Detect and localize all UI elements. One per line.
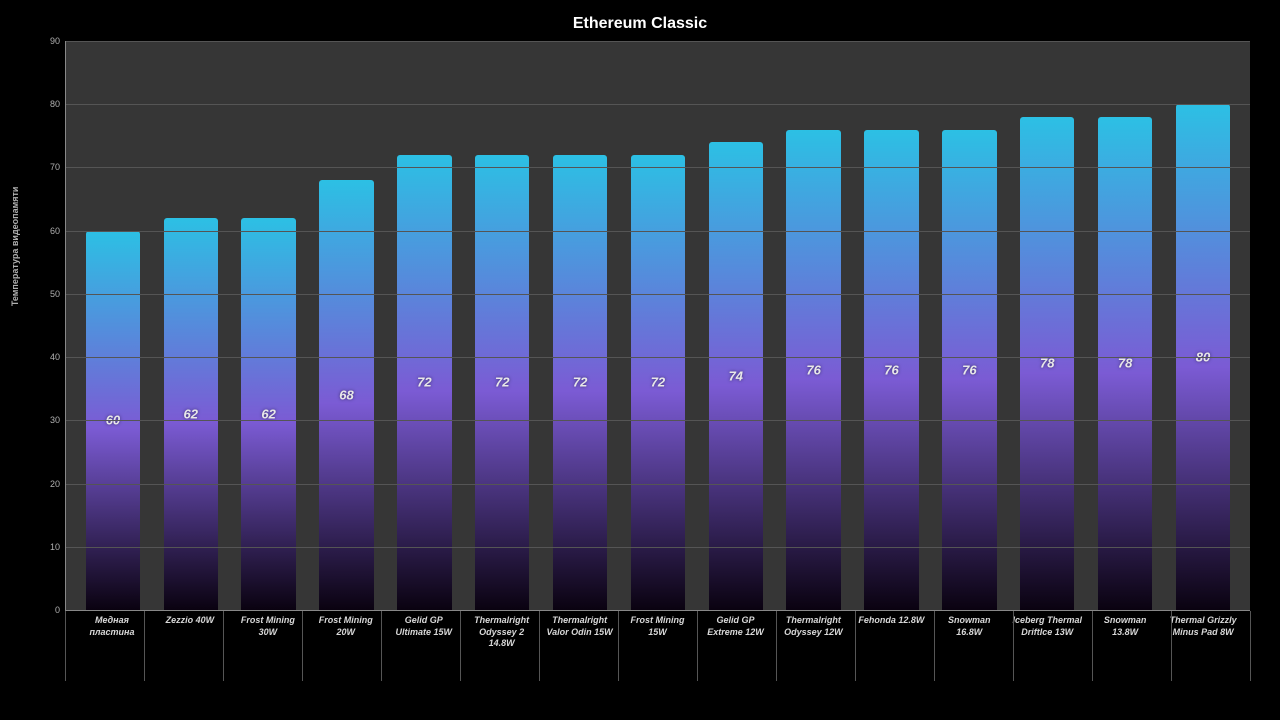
x-tick-line xyxy=(1171,611,1172,681)
bar: 74 xyxy=(709,142,764,610)
x-category-label: Frost Mining 15W xyxy=(619,611,697,681)
x-category-label: Frost Mining 30W xyxy=(229,611,307,681)
bar: 62 xyxy=(241,218,296,610)
bar-slot: 76 xyxy=(930,41,1008,610)
bar: 72 xyxy=(631,155,686,610)
bar-slot: 60 xyxy=(74,41,152,610)
x-tick-line xyxy=(697,611,698,681)
x-category-label: Gelid GP Extreme 12W xyxy=(697,611,775,681)
bar: 78 xyxy=(1020,117,1075,610)
bars-container: 60 62 62 68 72 72 72 72 74 76 76 76 78 78 80 xyxy=(66,41,1250,610)
x-tick-line xyxy=(302,611,303,681)
bar-slot: 62 xyxy=(152,41,230,610)
bar-value-label: 62 xyxy=(261,407,275,422)
bar-value-label: 76 xyxy=(884,362,898,377)
bar: 72 xyxy=(553,155,608,610)
x-category-label: Медная пластина xyxy=(73,611,151,681)
y-tick-label: 90 xyxy=(50,36,66,46)
y-tick-label: 60 xyxy=(50,226,66,236)
chart-container: Ethereum Classic Температура видеопамяти… xyxy=(20,15,1260,705)
grid-line xyxy=(66,104,1250,105)
bar-slot: 78 xyxy=(1008,41,1086,610)
bar-slot: 72 xyxy=(385,41,463,610)
bar-slot: 72 xyxy=(541,41,619,610)
bar-value-label: 76 xyxy=(806,362,820,377)
plot-area: 606262687272727274767676787880 010203040… xyxy=(65,41,1250,611)
x-tick-line xyxy=(460,611,461,681)
bar: 78 xyxy=(1098,117,1153,610)
bar-slot: 72 xyxy=(463,41,541,610)
y-tick-label: 80 xyxy=(50,99,66,109)
y-tick-label: 20 xyxy=(50,479,66,489)
x-tick-line xyxy=(539,611,540,681)
x-category-label: Snowman 13.8W xyxy=(1086,611,1164,681)
grid-line xyxy=(66,484,1250,485)
x-tick-line xyxy=(855,611,856,681)
x-category-label: Thermalright Valor Odin 15W xyxy=(541,611,619,681)
bar-slot: 68 xyxy=(308,41,386,610)
x-tick-line xyxy=(1250,611,1251,681)
x-category-label: Thermalright Odyssey 12W xyxy=(774,611,852,681)
y-tick-label: 30 xyxy=(50,415,66,425)
bar-value-label: 68 xyxy=(339,388,353,403)
x-tick-line xyxy=(618,611,619,681)
grid-line xyxy=(66,547,1250,548)
x-category-label: Gelid GP Ultimate 15W xyxy=(385,611,463,681)
bar-slot: 62 xyxy=(230,41,308,610)
bar-value-label: 72 xyxy=(495,375,509,390)
y-tick-label: 10 xyxy=(50,542,66,552)
x-category-label: Fehonda 12.8W xyxy=(852,611,930,681)
bar-value-label: 72 xyxy=(573,375,587,390)
x-category-label: Iceberg Thermal DriftIce 13W xyxy=(1008,611,1086,681)
x-tick-line xyxy=(934,611,935,681)
plot-wrapper: Температура видеопамяти 6062626872727272… xyxy=(20,41,1260,681)
y-tick-label: 40 xyxy=(50,352,66,362)
bar-slot: 74 xyxy=(697,41,775,610)
bar-value-label: 72 xyxy=(651,375,665,390)
x-category-label: Snowman 16.8W xyxy=(930,611,1008,681)
bar-value-label: 78 xyxy=(1040,356,1054,371)
bar-slot: 76 xyxy=(853,41,931,610)
y-axis-label: Температура видеопамяти xyxy=(10,187,20,307)
bar-slot: 80 xyxy=(1164,41,1242,610)
bar: 76 xyxy=(864,130,919,610)
y-tick-label: 50 xyxy=(50,289,66,299)
bar-slot: 76 xyxy=(775,41,853,610)
grid-line xyxy=(66,167,1250,168)
bar-value-label: 72 xyxy=(417,375,431,390)
chart-title: Ethereum Classic xyxy=(20,15,1260,33)
bar: 62 xyxy=(164,218,219,610)
x-category-label: Zezzio 40W xyxy=(151,611,229,681)
x-tick-line xyxy=(1013,611,1014,681)
bar-value-label: 76 xyxy=(962,362,976,377)
x-tick-line xyxy=(65,611,66,681)
x-labels-container: Медная пластинаZezzio 40WFrost Mining 30… xyxy=(65,611,1250,681)
grid-line xyxy=(66,357,1250,358)
bar: 76 xyxy=(942,130,997,610)
y-tick-label: 70 xyxy=(50,162,66,172)
x-category-label: Thermalright Odyssey 2 14.8W xyxy=(463,611,541,681)
grid-line xyxy=(66,420,1250,421)
bar-slot: 78 xyxy=(1086,41,1164,610)
grid-line xyxy=(66,41,1250,42)
x-tick-line xyxy=(381,611,382,681)
x-category-label: Frost Mining 20W xyxy=(307,611,385,681)
bar-slot: 72 xyxy=(619,41,697,610)
bar-value-label: 62 xyxy=(184,407,198,422)
bar-value-label: 78 xyxy=(1118,356,1132,371)
x-tick-line xyxy=(776,611,777,681)
bar: 72 xyxy=(397,155,452,610)
x-tick-line xyxy=(223,611,224,681)
bar: 76 xyxy=(786,130,841,610)
x-tick-line xyxy=(144,611,145,681)
bar: 68 xyxy=(319,180,374,610)
grid-line xyxy=(66,294,1250,295)
bar: 72 xyxy=(475,155,530,610)
grid-line xyxy=(66,231,1250,232)
x-category-label: Thermal Grizzly Minus Pad 8W xyxy=(1164,611,1242,681)
bar-value-label: 74 xyxy=(729,369,743,384)
x-tick-line xyxy=(1092,611,1093,681)
